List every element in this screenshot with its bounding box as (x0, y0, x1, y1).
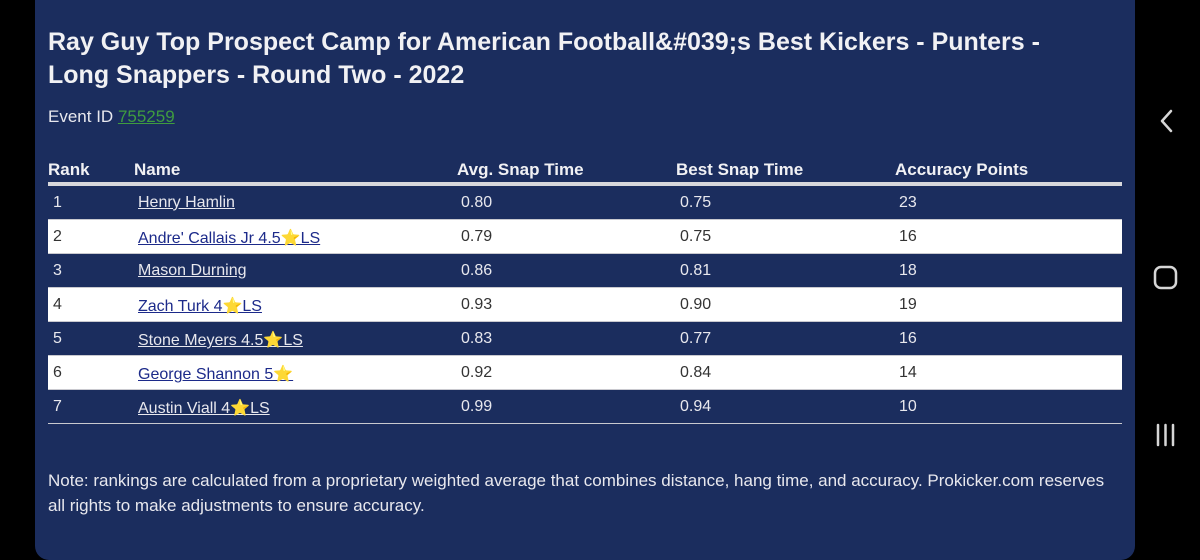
header-divider (48, 182, 1122, 186)
rankings-note: Note: rankings are calculated from a pro… (48, 471, 1105, 515)
header-best-snap-time: Best Snap Time (676, 160, 804, 179)
avg-snap-cell: 0.92 (461, 364, 493, 381)
header-name: Name (134, 160, 181, 179)
accuracy-cell: 10 (899, 398, 917, 415)
table-row: 5 Stone Meyers 4.5⭐LS 0.83 0.77 16 (48, 322, 1122, 356)
player-name-link[interactable]: Zach Turk 4⭐LS (138, 298, 262, 315)
rank-cell: 2 (53, 228, 62, 245)
table-header: Rank Name Avg. Snap Time Best Snap Time … (48, 160, 1122, 182)
three-bars-icon[interactable] (1153, 420, 1179, 450)
event-id-label: Event ID (48, 107, 114, 126)
table-row: 2 Andre' Callais Jr 4.5⭐LS 0.79 0.75 16 (48, 220, 1122, 254)
results-table-body: 1 Henry Hamlin 0.80 0.75 23 2 Andre' Cal… (48, 186, 1122, 424)
event-id-link[interactable]: 755259 (117, 107, 175, 126)
table-row: 6 George Shannon 5⭐ 0.92 0.84 14 (48, 356, 1122, 390)
rank-cell: 6 (53, 364, 62, 381)
best-snap-cell: 0.75 (680, 194, 712, 211)
player-name-link[interactable]: Henry Hamlin (138, 194, 235, 211)
rank-cell: 5 (53, 330, 62, 347)
best-snap-cell: 0.90 (680, 296, 712, 313)
player-name-link[interactable]: Mason Durning (138, 262, 247, 279)
avg-snap-cell: 0.79 (461, 228, 493, 245)
accuracy-cell: 16 (899, 228, 917, 245)
content-panel: Ray Guy Top Prospect Camp for American F… (35, 0, 1135, 560)
rank-cell: 3 (53, 262, 62, 279)
best-snap-cell: 0.84 (680, 364, 712, 381)
best-snap-cell: 0.77 (680, 330, 712, 347)
page-title: Ray Guy Top Prospect Camp for American F… (48, 28, 1040, 89)
event-id-line: Event ID 755259 (48, 107, 175, 127)
avg-snap-cell: 0.99 (461, 398, 493, 415)
rank-cell: 4 (53, 296, 62, 313)
accuracy-cell: 14 (899, 364, 917, 381)
player-name-link[interactable]: George Shannon 5⭐ (138, 366, 294, 383)
accuracy-cell: 16 (899, 330, 917, 347)
accuracy-cell: 19 (899, 296, 917, 313)
player-name-link[interactable]: Andre' Callais Jr 4.5⭐LS (138, 230, 321, 247)
player-name-link[interactable]: Austin Viall 4⭐LS (138, 400, 270, 417)
avg-snap-cell: 0.86 (461, 262, 493, 279)
accuracy-cell: 18 (899, 262, 917, 279)
avg-snap-cell: 0.83 (461, 330, 493, 347)
player-name-link[interactable]: Stone Meyers 4.5⭐LS (138, 332, 303, 349)
accuracy-cell: 23 (899, 194, 917, 211)
best-snap-cell: 0.75 (680, 228, 712, 245)
avg-snap-cell: 0.80 (461, 194, 493, 211)
best-snap-cell: 0.94 (680, 398, 712, 415)
rank-cell: 7 (53, 398, 62, 415)
table-row: 7 Austin Viall 4⭐LS 0.99 0.94 10 (48, 390, 1122, 424)
header-avg-snap-time: Avg. Snap Time (457, 160, 584, 179)
rank-cell: 1 (53, 194, 62, 211)
rounded-square-icon[interactable] (1153, 262, 1179, 292)
table-row: 1 Henry Hamlin 0.80 0.75 23 (48, 186, 1122, 220)
table-row: 4 Zach Turk 4⭐LS 0.93 0.90 19 (48, 288, 1122, 322)
header-accuracy-points: Accuracy Points (895, 160, 1029, 179)
table-row: 3 Mason Durning 0.86 0.81 18 (48, 254, 1122, 288)
avg-snap-cell: 0.93 (461, 296, 493, 313)
header-rank: Rank (48, 160, 90, 179)
best-snap-cell: 0.81 (680, 262, 712, 279)
chevron-left-icon[interactable] (1153, 106, 1181, 136)
